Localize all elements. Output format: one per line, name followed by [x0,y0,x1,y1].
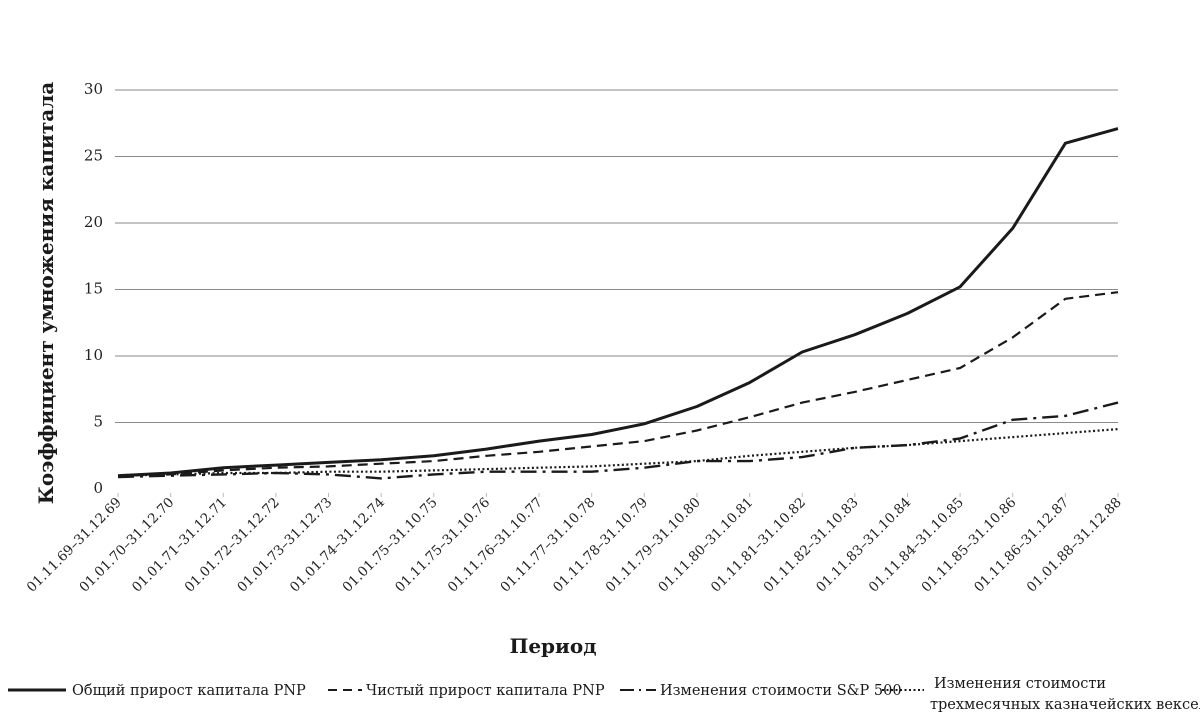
y-axis-title: Коэффициент умножения капитала [34,82,58,505]
legend-label-net-pnp: Чистый прирост капитала PNP [366,683,605,699]
x-tick-label: 01.11.86–31.12.87 [971,495,1072,596]
x-axis-title: Период [509,634,596,658]
legend-label-tbills-line1: Изменения стоимости [934,676,1106,692]
legend-label-tbills-line2: трехмесячных казначейских векселей [930,697,1200,713]
x-tick-label: 01.11.75–31.10.76 [392,495,493,596]
x-tick-label: 01.01.70–31.12.70 [76,495,177,596]
x-tick-label: 01.11.83–31.10.84 [813,495,914,596]
y-axis-ticks: 0 5 10 15 20 25 30 [84,80,103,497]
y-tick-label: 10 [84,346,103,364]
x-tick-label: 01.11.69–31.12.69 [24,495,125,596]
gridlines [115,89,1118,423]
x-tick-label: 01.01.74–31.12.74 [287,495,388,596]
y-tick-label: 5 [93,413,103,431]
x-tick-label: 01.01.71–31.12.71 [129,495,230,596]
x-tick-label: 01.11.77–31.10.78 [497,495,598,596]
x-tick-label: 01.11.82–31.10.83 [761,495,862,596]
x-tick-label: 01.11.76–31.10.77 [445,495,546,596]
x-tick-label: 01.11.85–31.10.86 [918,495,1019,596]
x-tick-label: 01.01.73–31.12.73 [234,495,335,596]
x-tick-label: 01.01.75–31.10.75 [340,495,441,596]
legend-label-total-pnp: Общий прирост капитала PNP [72,683,306,699]
x-tick-label: 01.11.78–31.10.79 [550,495,651,596]
y-tick-label: 30 [84,80,103,98]
x-tick-label: 01.11.80–31.10.81 [655,495,756,596]
x-tick-label: 01.11.79–31.10.80 [603,495,704,596]
series-lines [117,127,1119,480]
legend: Общий прирост капитала PNP Чистый прирос… [8,676,1200,713]
x-axis-ticks: 01.11.69–31.12.6901.01.70–31.12.7001.01.… [24,493,1125,596]
series-line-total-pnp [117,127,1119,478]
series-line-tbills [117,428,1119,477]
y-tick-label: 20 [84,213,103,231]
x-tick-label: 01.11.84–31.10.85 [866,495,967,596]
y-tick-label: 25 [84,147,103,165]
y-tick-label: 0 [93,479,103,497]
x-tick-label: 01.01.72–31.12.72 [182,495,283,596]
y-tick-label: 15 [84,280,103,298]
x-tick-label: 01.11.81–31.10.82 [708,495,809,596]
x-tick-label: 01.01.88–31.12.88 [1024,495,1125,596]
legend-label-sp500: Изменения стоимости S&P 500 [660,683,902,699]
series-line-net-pnp [117,291,1119,477]
